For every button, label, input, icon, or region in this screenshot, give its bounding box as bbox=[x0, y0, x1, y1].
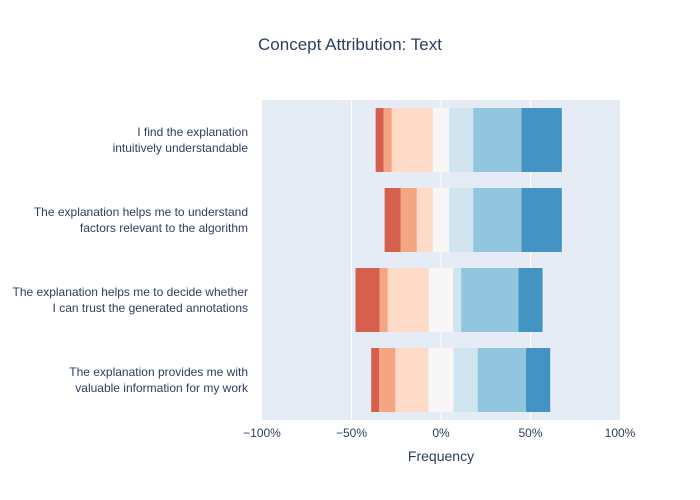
bar-segment bbox=[371, 348, 380, 412]
bar-segment bbox=[453, 268, 462, 332]
bar-segment bbox=[375, 108, 384, 172]
bar-segment bbox=[391, 108, 433, 172]
bar-segment bbox=[518, 268, 543, 332]
bar-segment bbox=[428, 348, 454, 412]
bar-segment bbox=[395, 348, 429, 412]
bar-segment bbox=[387, 268, 429, 332]
x-tick-label: 50% bbox=[518, 426, 542, 440]
category-label: The explanation helps me to decide wheth… bbox=[13, 285, 248, 315]
x-tick-label: −50% bbox=[336, 426, 367, 440]
bar-segment bbox=[473, 188, 522, 252]
bar-segment bbox=[461, 268, 519, 332]
category-label: The explanation helps me to understand fa… bbox=[34, 205, 248, 235]
bar-segment bbox=[383, 108, 392, 172]
x-tick-label: 100% bbox=[605, 426, 636, 440]
x-tick-label: −100% bbox=[243, 426, 281, 440]
x-tick-labels: −100% −50% 0% 50% 100% bbox=[243, 426, 636, 440]
category-label: The explanation provides me with valuable… bbox=[69, 365, 249, 395]
bar-segment bbox=[416, 188, 433, 252]
x-axis-title: Frequency bbox=[408, 448, 474, 464]
bar-segment bbox=[449, 108, 474, 172]
chart-title: Concept Attribution: Text bbox=[258, 35, 442, 54]
bar-segment bbox=[428, 268, 454, 332]
bar-segment bbox=[355, 268, 380, 332]
category-label: I find the explanation intuitively unders… bbox=[113, 125, 249, 155]
bar-segment bbox=[521, 108, 562, 172]
x-tick-label: 0% bbox=[432, 426, 450, 440]
bar-segment bbox=[379, 268, 388, 332]
bar-segment bbox=[432, 108, 450, 172]
bar-segment bbox=[477, 348, 527, 412]
bar-segment bbox=[449, 188, 474, 252]
category-labels: I find the explanation intuitively unders… bbox=[13, 125, 249, 395]
bar-segment bbox=[432, 188, 450, 252]
bar-segment bbox=[473, 108, 522, 172]
bar-segment bbox=[453, 348, 478, 412]
bar-segment bbox=[384, 188, 401, 252]
bar-segment bbox=[526, 348, 551, 412]
bar-segment bbox=[400, 188, 417, 252]
bars bbox=[355, 108, 562, 412]
bar-segment bbox=[521, 188, 562, 252]
bar-segment bbox=[379, 348, 396, 412]
